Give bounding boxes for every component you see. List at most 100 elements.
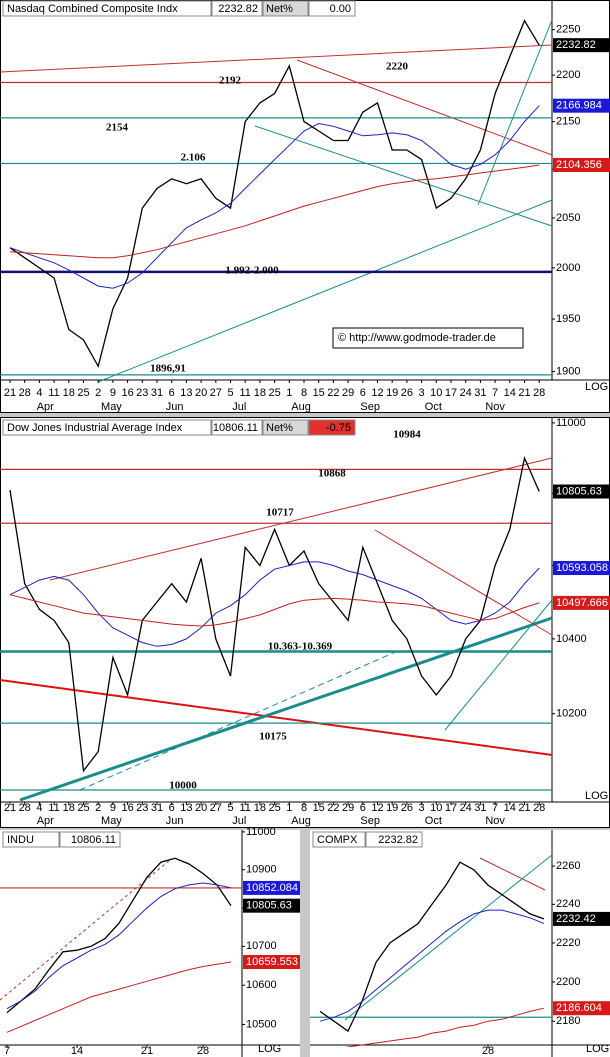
y-tick-label: 11000 xyxy=(556,417,586,429)
x-tick-label: 11 xyxy=(239,387,250,399)
y-tick-label: 10900 xyxy=(246,864,277,876)
x-tick-label: 10 xyxy=(430,802,442,814)
x-tick-label: 15 xyxy=(313,387,325,399)
y-tick-label: 2250 xyxy=(556,24,580,36)
x-tick-label: 25 xyxy=(77,802,89,814)
x-tick-label: 31 xyxy=(474,387,486,399)
plot-area xyxy=(0,857,242,1033)
x-tick-label: 26 xyxy=(401,802,413,814)
net-value: 0.00 xyxy=(330,3,351,15)
header-box xyxy=(59,831,121,848)
header: Nasdaq Combined Composite Indx 2232.82 N… xyxy=(2,0,423,848)
annotation: 10175 xyxy=(259,731,287,743)
x-tick-label: 31 xyxy=(151,387,163,399)
annotation: 2154 xyxy=(106,122,129,134)
x-tick-label: 29 xyxy=(342,387,354,399)
month-label: Nov xyxy=(485,401,505,413)
header-box xyxy=(2,831,60,848)
x-tick-label: 23 xyxy=(136,387,148,399)
x-tick-label: 11 xyxy=(48,802,59,814)
price-flag-label: 10852.084 xyxy=(246,882,298,894)
price-line xyxy=(319,861,545,1033)
x-tick-label: 28 xyxy=(482,1045,494,1057)
x-tick-label: 1 xyxy=(286,387,292,399)
x-tick-label: 6 xyxy=(360,387,366,399)
x-tick-label: 7 xyxy=(4,1045,10,1057)
month-label: Sep xyxy=(360,815,380,827)
trendline xyxy=(374,529,553,636)
x-tick-label: 19 xyxy=(386,802,398,814)
x-tick-label: 24 xyxy=(460,802,472,814)
header-box xyxy=(365,831,423,848)
x-tick-label: 19 xyxy=(386,387,398,399)
x-tick-label: 18 xyxy=(254,387,266,399)
x-tick-label: 14 xyxy=(71,1045,83,1057)
price-flag xyxy=(243,955,300,970)
plot-area xyxy=(0,19,552,376)
x-tick-label: 3 xyxy=(419,802,425,814)
price-line xyxy=(9,455,540,773)
annotation: 1.992-2.000 xyxy=(225,265,279,277)
x-tick-label: 7 xyxy=(492,802,498,814)
header-box xyxy=(312,831,366,848)
x-tick-label: 14 xyxy=(504,802,516,814)
x-tick-label: 6 xyxy=(169,387,175,399)
y-tick-label: 10700 xyxy=(246,940,277,952)
header-value: 10806.11 xyxy=(71,834,116,846)
price-line xyxy=(9,19,540,369)
price-flag xyxy=(243,898,300,913)
annotation: 10000 xyxy=(169,780,197,792)
trendlines xyxy=(0,19,553,1021)
x-tick-label: 12 xyxy=(371,387,383,399)
x-tick-label: 3 xyxy=(419,387,425,399)
annotation: 10.363-10.369 xyxy=(268,641,333,653)
scale-label: LOG xyxy=(586,1043,609,1055)
header-box xyxy=(2,0,212,17)
month-label: May xyxy=(101,401,122,413)
x-tick-label: 8 xyxy=(301,802,307,814)
moving-average xyxy=(344,1007,545,1047)
x-tick-label: 16 xyxy=(121,387,133,399)
header-value: 2232.82 xyxy=(218,3,258,15)
x-tick-label: 18 xyxy=(63,802,75,814)
price-flag-label: 10593.058 xyxy=(556,562,608,574)
trendline xyxy=(19,616,553,802)
moving-average xyxy=(6,882,232,1010)
price-flag-label: 10805.63 xyxy=(246,900,292,912)
y-tick-label: 10600 xyxy=(246,979,277,991)
x-tick-label: 18 xyxy=(254,802,266,814)
x-tick-label: 4 xyxy=(36,387,42,399)
month-label: Oct xyxy=(425,815,442,827)
month-label: Jul xyxy=(232,815,246,827)
x-tick-label: 1 xyxy=(286,802,292,814)
panel-frame xyxy=(0,0,610,413)
x-tick-label: 2 xyxy=(95,387,101,399)
header-box xyxy=(308,419,356,436)
separator xyxy=(300,828,310,1057)
panel-title: COMPX xyxy=(317,834,358,846)
header-box xyxy=(308,0,356,17)
x-tick-label: 5 xyxy=(227,802,233,814)
x-tick-label: 10 xyxy=(430,387,442,399)
x-tick-label: 14 xyxy=(504,387,516,399)
x-tick-label: 28 xyxy=(533,387,545,399)
y-tick-label: 1900 xyxy=(556,366,580,378)
moving-average xyxy=(9,561,540,647)
price-flag-label: 10805.63 xyxy=(556,485,602,497)
x-tick-label: 22 xyxy=(327,802,339,814)
moving-average xyxy=(6,961,232,1033)
price-flag xyxy=(553,484,610,499)
header-value: 10806.11 xyxy=(213,422,258,434)
x-tick-label: 28 xyxy=(19,387,31,399)
month-label: Jul xyxy=(232,401,246,413)
x-tick-label: 25 xyxy=(77,387,89,399)
x-tick-label: 25 xyxy=(268,387,280,399)
price-line xyxy=(6,857,232,1014)
price-flag-label: 2104.356 xyxy=(556,159,602,171)
month-label: Jun xyxy=(166,401,184,413)
annotation: 2192 xyxy=(219,75,242,87)
x-tick-label: 11 xyxy=(239,802,250,814)
x-tick-label: 8 xyxy=(301,387,307,399)
trendline xyxy=(0,679,553,756)
